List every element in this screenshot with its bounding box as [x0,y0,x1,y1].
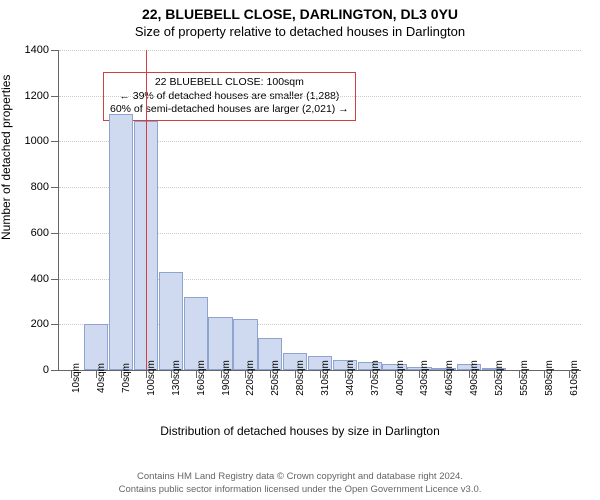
x-tick-label: 160sqm [196,360,207,396]
x-tick-label: 100sqm [146,360,157,396]
x-tick-label: 490sqm [469,360,480,396]
y-tick-label: 600 [31,227,49,239]
x-tick-label: 10sqm [71,363,82,393]
y-tick-label: 1000 [25,135,49,147]
x-tick-label: 280sqm [295,360,306,396]
y-tick [51,370,59,371]
x-tick-label: 250sqm [270,360,281,396]
x-tick-label: 400sqm [395,360,406,396]
x-tick-label: 70sqm [121,363,132,393]
x-tick-label: 430sqm [419,360,430,396]
y-tick-label: 400 [31,273,49,285]
histogram-bar [109,114,133,370]
chart-subtitle: Size of property relative to detached ho… [0,22,600,39]
y-tick [51,50,59,51]
histogram-bar [184,297,208,370]
gridline [59,50,581,51]
property-marker-line [146,50,147,370]
x-tick-label: 550sqm [519,360,530,396]
y-tick-label: 0 [43,364,49,376]
x-tick-label: 580sqm [544,360,555,396]
y-tick [51,279,59,280]
footer-line-1: Contains HM Land Registry data © Crown c… [0,471,600,483]
x-axis-label: Distribution of detached houses by size … [0,424,600,438]
y-tick-label: 800 [31,181,49,193]
x-tick-label: 370sqm [370,360,381,396]
x-tick-label: 220sqm [245,360,256,396]
chart-container: Number of detached properties 22 BLUEBEL… [0,40,600,440]
gridline [59,96,581,97]
footer-line-2: Contains public sector information licen… [0,484,600,496]
x-tick-label: 130sqm [171,360,182,396]
y-tick [51,324,59,325]
y-tick-label: 1200 [25,90,49,102]
x-tick-label: 40sqm [96,363,107,393]
x-tick-label: 310sqm [320,360,331,396]
footer-text: Contains HM Land Registry data © Crown c… [0,471,600,496]
plot-area: 22 BLUEBELL CLOSE: 100sqm← 39% of detach… [58,50,581,371]
histogram-bar [159,272,183,370]
x-tick-label: 340sqm [345,360,356,396]
y-tick [51,96,59,97]
x-tick-label: 460sqm [444,360,455,396]
y-tick-label: 1400 [25,44,49,56]
y-tick [51,187,59,188]
y-axis-label: Number of detached properties [0,75,13,240]
chart-title: 22, BLUEBELL CLOSE, DARLINGTON, DL3 0YU [0,0,600,22]
y-tick [51,233,59,234]
x-tick-label: 520sqm [494,360,505,396]
y-tick-label: 200 [31,318,49,330]
x-tick-label: 190sqm [221,360,232,396]
x-tick-label: 610sqm [569,360,580,396]
y-tick [51,141,59,142]
